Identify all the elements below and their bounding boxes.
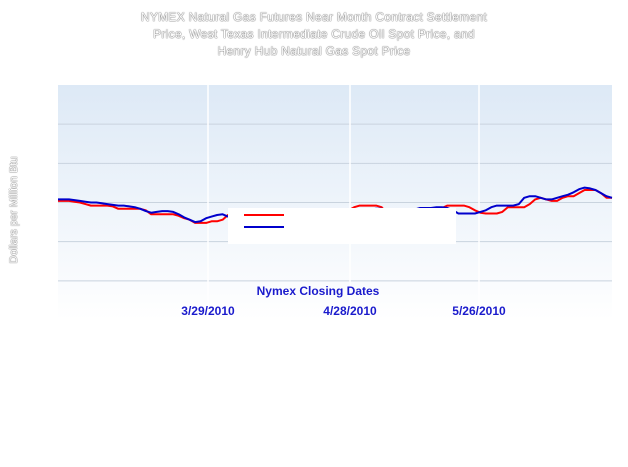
legend-swatch-blue bbox=[244, 226, 284, 228]
chart-title-line-2: Price, West Texas Intermediate Crude Oil… bbox=[153, 27, 475, 41]
y-axis-label: Dollars per Million Btu bbox=[8, 156, 20, 264]
legend bbox=[228, 208, 456, 244]
x-axis-label: Nymex Closing Dates bbox=[256, 284, 380, 298]
x-tick-label: 5/26/2010 bbox=[452, 304, 506, 318]
legend-swatch-red bbox=[244, 214, 284, 216]
legend-entry-blue bbox=[244, 221, 290, 233]
vertical-gridlines bbox=[207, 85, 480, 320]
chart-title-line-3: Henry Hub Natural Gas Spot Price bbox=[217, 44, 411, 58]
x-tick-label: 3/29/2010 bbox=[181, 304, 235, 318]
chart-title-line-1: NYMEX Natural Gas Futures Near Month Con… bbox=[140, 10, 488, 24]
legend-entry-red bbox=[244, 209, 290, 221]
x-tick-label: 4/28/2010 bbox=[323, 304, 377, 318]
